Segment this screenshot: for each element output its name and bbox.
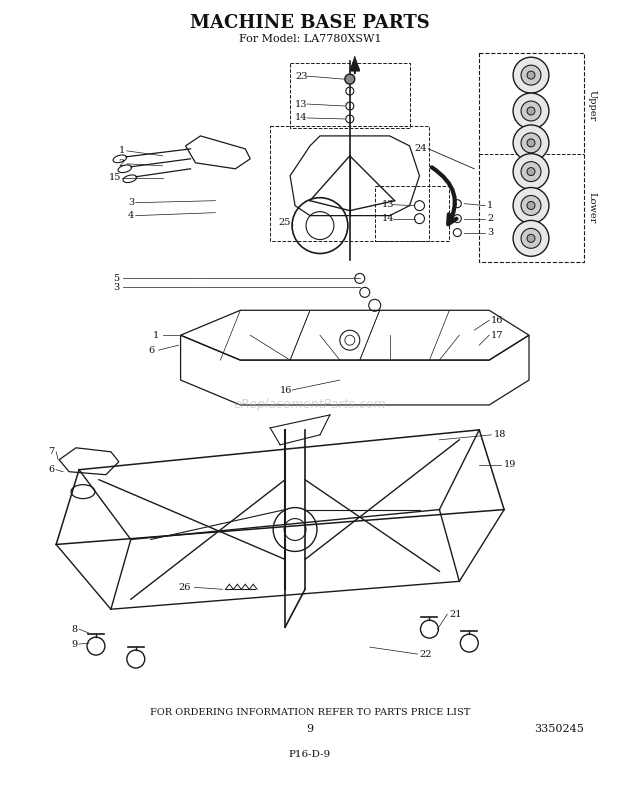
Bar <box>270 126 430 240</box>
Circle shape <box>521 65 541 85</box>
Circle shape <box>527 235 535 243</box>
Circle shape <box>513 188 549 224</box>
Text: Upper: Upper <box>587 90 596 121</box>
Circle shape <box>527 139 535 147</box>
Text: 1: 1 <box>153 330 159 340</box>
Text: 15: 15 <box>109 173 122 182</box>
Circle shape <box>513 221 549 256</box>
Bar <box>290 63 410 128</box>
Text: 3: 3 <box>487 228 494 237</box>
Text: 3: 3 <box>128 198 134 207</box>
Circle shape <box>527 202 535 210</box>
Text: 6: 6 <box>149 345 155 355</box>
Text: 9: 9 <box>306 724 314 734</box>
Text: 2: 2 <box>119 159 125 168</box>
FancyArrowPatch shape <box>432 167 456 225</box>
Circle shape <box>521 133 541 153</box>
Text: 5: 5 <box>113 274 119 283</box>
Circle shape <box>513 154 549 189</box>
Text: 1: 1 <box>487 201 494 210</box>
Text: 13: 13 <box>382 200 394 209</box>
Text: MACHINE BASE PARTS: MACHINE BASE PARTS <box>190 14 430 32</box>
Bar <box>479 53 584 262</box>
Text: 4: 4 <box>128 211 134 220</box>
Polygon shape <box>350 57 360 71</box>
Text: 26: 26 <box>179 582 191 592</box>
Text: eReplacementParts.com: eReplacementParts.com <box>234 399 386 411</box>
Text: 25: 25 <box>278 218 291 227</box>
Text: 13: 13 <box>295 100 308 108</box>
Circle shape <box>527 168 535 176</box>
Circle shape <box>521 228 541 248</box>
Text: P16-D-9: P16-D-9 <box>289 750 331 759</box>
Text: 18: 18 <box>494 430 507 440</box>
Text: 16: 16 <box>280 385 293 395</box>
Circle shape <box>521 162 541 181</box>
Text: 6: 6 <box>48 466 55 474</box>
Text: For Model: LA7780XSW1: For Model: LA7780XSW1 <box>239 35 381 44</box>
Circle shape <box>513 125 549 161</box>
Text: 23: 23 <box>295 71 308 81</box>
Text: 1: 1 <box>119 146 125 155</box>
Text: FOR ORDERING INFORMATION REFER TO PARTS PRICE LIST: FOR ORDERING INFORMATION REFER TO PARTS … <box>150 708 470 717</box>
Text: 3: 3 <box>113 283 119 292</box>
Circle shape <box>345 74 355 84</box>
Text: 14: 14 <box>382 214 394 223</box>
Circle shape <box>527 71 535 79</box>
Bar <box>374 186 449 240</box>
Text: Lower: Lower <box>587 192 596 224</box>
Circle shape <box>513 93 549 129</box>
Text: 9: 9 <box>71 640 78 648</box>
Text: 8: 8 <box>71 625 78 633</box>
Text: 3350245: 3350245 <box>534 724 584 734</box>
Circle shape <box>513 57 549 93</box>
Circle shape <box>521 195 541 215</box>
Text: 22: 22 <box>420 649 432 659</box>
Text: 24: 24 <box>415 144 427 153</box>
Text: 7: 7 <box>48 447 55 456</box>
Text: 2: 2 <box>487 214 494 223</box>
Text: 14: 14 <box>295 114 308 122</box>
Text: 17: 17 <box>491 330 503 340</box>
Circle shape <box>527 107 535 115</box>
Text: 16: 16 <box>491 316 503 325</box>
Circle shape <box>521 101 541 121</box>
Text: 21: 21 <box>450 610 462 619</box>
Text: 19: 19 <box>504 460 516 469</box>
